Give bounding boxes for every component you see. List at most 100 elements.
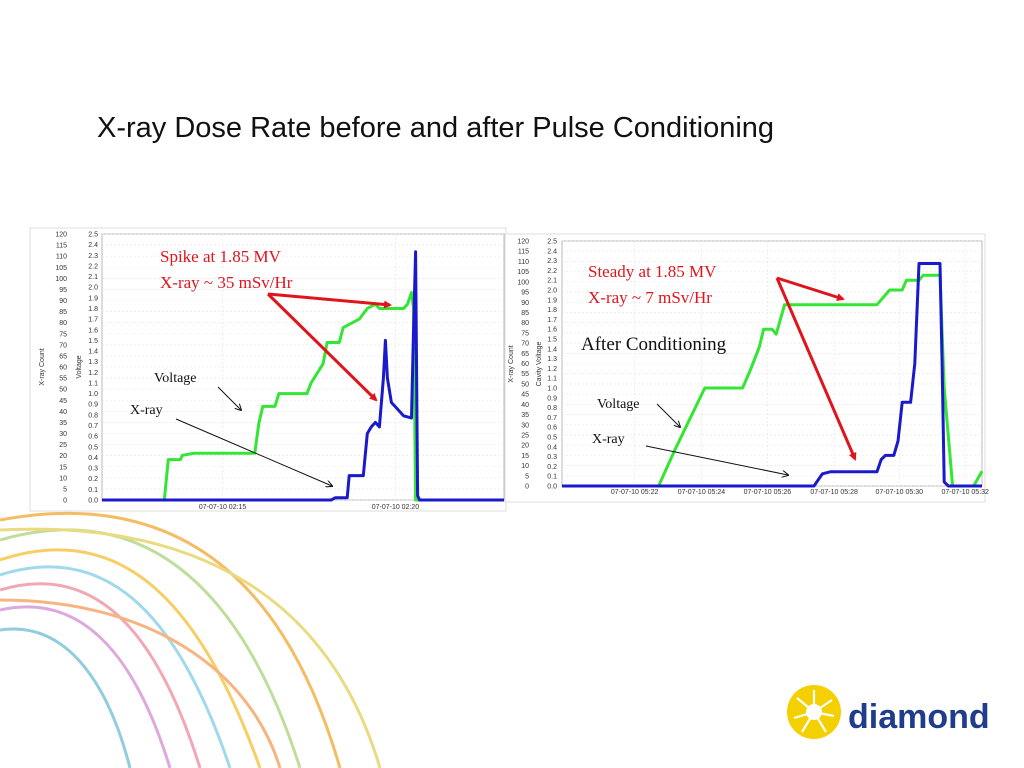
right-axis-ticks: 0.0 0.1 0.2 0.3 0.4 0.5 0.6 0.7 0.8 0.9 1.0 1.1 1.2 1… xyxy=(547,239,557,491)
voltage-pointer xyxy=(217,386,241,410)
swirl-line xyxy=(0,548,262,768)
y-right-tick-label: 0.5 xyxy=(547,435,557,442)
left-axis-ticks: 0 5 10 15 20 25 30 35 40 45 50 55 60 65 70 75 80 85 90 95 10… xyxy=(55,232,67,505)
y-right-tick-label: 0.7 xyxy=(88,423,98,430)
y-left-tick-label: 50 xyxy=(59,387,67,394)
xray-pointer xyxy=(645,445,788,475)
y-right-tick-label: 0.8 xyxy=(547,405,557,412)
y-left-tick-label: 0 xyxy=(63,498,67,505)
y-left-tick-label: 75 xyxy=(59,331,67,338)
swirl-line xyxy=(0,627,132,768)
y-left-tick-label: 55 xyxy=(521,371,529,378)
y-right-tick-label: 2.3 xyxy=(547,258,557,265)
y-right-tick-label: 1.4 xyxy=(547,346,557,353)
series-line-x-ray xyxy=(102,250,504,502)
y-right-tick-label: 1.2 xyxy=(547,366,557,373)
y-left-tick-label: 30 xyxy=(521,422,529,429)
y-right-tick-label: 1.0 xyxy=(547,386,557,393)
y-right-tick-label: 0.7 xyxy=(547,415,557,422)
y-right-tick-label: 0.3 xyxy=(547,454,557,461)
y-left-tick-label: 0 xyxy=(525,484,529,491)
x-tick-label: 07-07-10 05:24 xyxy=(678,489,726,496)
y-right-tick-label: 0.3 xyxy=(88,466,98,473)
swirl-line xyxy=(0,527,382,768)
gridlines xyxy=(102,233,504,501)
red-arrow-to-voltage xyxy=(267,292,392,309)
y-right-tick-label: 0.2 xyxy=(547,464,557,471)
y-right-tick-label: 0.5 xyxy=(88,444,98,451)
logo-wordmark: diamond xyxy=(848,698,990,736)
y-right-tick-label: 0.4 xyxy=(547,444,557,451)
y-right-tick-label: 0.8 xyxy=(88,412,98,419)
y-left-tick-label: 35 xyxy=(59,420,67,427)
annotations-before: Spike at 1.85 MV X-ray ~ 35 mSv/Hr Volta… xyxy=(130,247,392,486)
y-left-tick-label: 105 xyxy=(517,269,529,276)
left-axis-ticks: 0 5 10 15 20 25 30 35 40 45 50 55 60 65 70 75 80 85 90 95 10… xyxy=(517,239,529,491)
y-left-tick-label: 25 xyxy=(521,432,529,439)
y-right-label: Voltage xyxy=(76,355,83,378)
annotation-steady-label: Steady at 1.85 MV xyxy=(588,262,717,281)
y-right-tick-label: 1.1 xyxy=(88,380,98,387)
x-tick-label: 07-07-10 05:32 xyxy=(941,489,989,496)
y-right-tick-label: 2.4 xyxy=(88,242,98,249)
y-right-tick-label: 1.5 xyxy=(547,337,557,344)
y-left-tick-label: 70 xyxy=(521,341,529,348)
y-right-tick-label: 0.4 xyxy=(88,455,98,462)
series-line-voltage xyxy=(102,291,504,502)
y-right-tick-label: 2.1 xyxy=(547,278,557,285)
x-tick-label: 07-07-10 05:28 xyxy=(810,489,858,496)
y-left-tick-label: 100 xyxy=(55,276,67,283)
y-right-tick-label: 0.2 xyxy=(88,476,98,483)
x-tick-label: 07-07-10 05:30 xyxy=(876,489,924,496)
y-left-tick-label: 5 xyxy=(63,486,67,493)
y-left-tick-label: 80 xyxy=(59,320,67,327)
y-left-tick-label: 55 xyxy=(59,376,67,383)
y-right-tick-label: 2.0 xyxy=(88,285,98,292)
series-line-x-ray xyxy=(562,262,982,488)
x-tick-label: 07-07-10 05:26 xyxy=(744,489,792,496)
y-left-tick-label: 45 xyxy=(59,398,67,405)
y-right-tick-label: 1.9 xyxy=(547,297,557,304)
y-right-tick-label: 0.6 xyxy=(88,434,98,441)
x-tick-label: 07-07-10 05:22 xyxy=(611,489,659,496)
y-left-tick-label: 15 xyxy=(521,453,529,460)
y-left-tick-label: 10 xyxy=(521,463,529,470)
y-left-tick-label: 60 xyxy=(59,365,67,372)
slide-title: X-ray Dose Rate before and after Pulse C… xyxy=(97,112,775,144)
y-right-tick-label: 1.6 xyxy=(547,327,557,334)
y-left-tick-label: 45 xyxy=(521,392,529,399)
y-left-tick-label: 25 xyxy=(59,442,67,449)
y-right-tick-label: 2.0 xyxy=(547,288,557,295)
y-right-tick-label: 0.1 xyxy=(547,474,557,481)
y-left-tick-label: 90 xyxy=(521,300,529,307)
x-axis-ticks: 07-07-10 02:15 07-07-10 02:20 xyxy=(199,504,419,511)
red-arrow-to-xray xyxy=(266,292,378,402)
chart-after-conditioning: 0 5 10 15 20 25 30 35 40 45 50 55 60 65 70 75 80 85 90 95 10… xyxy=(504,233,989,503)
y-left-tick-label: 95 xyxy=(59,287,67,294)
y-right-tick-label: 0.1 xyxy=(88,487,98,494)
y-right-tick-label: 1.8 xyxy=(88,306,98,313)
y-left-tick-label: 115 xyxy=(56,243,67,250)
y-left-tick-label: 40 xyxy=(59,409,67,416)
annotation-dose-label: X-ray ~ 7 mSv/Hr xyxy=(588,288,712,307)
x-tick-label: 07-07-10 02:15 xyxy=(199,504,247,511)
red-arrow-to-xray xyxy=(775,277,857,461)
chart-before-conditioning: 0 5 10 15 20 25 30 35 40 45 50 55 60 65 70 75 80 85 90 95 10… xyxy=(29,227,507,512)
x-tick-label: 07-07-10 02:20 xyxy=(372,504,420,511)
swirl-line xyxy=(0,598,282,768)
y-right-tick-label: 1.7 xyxy=(547,317,557,324)
swirl-line xyxy=(0,565,232,768)
y-left-tick-label: 30 xyxy=(59,431,67,438)
y-right-tick-label: 0.0 xyxy=(547,484,557,491)
y-right-tick-label: 1.2 xyxy=(88,370,98,377)
y-right-tick-label: 0.9 xyxy=(547,395,557,402)
y-left-tick-label: 100 xyxy=(517,279,529,286)
y-right-tick-label: 2.1 xyxy=(88,274,98,281)
sunburst-icon xyxy=(787,685,841,739)
y-left-tick-label: 85 xyxy=(521,310,529,317)
y-left-tick-label: 115 xyxy=(518,249,529,256)
gridlines xyxy=(562,240,982,487)
y-left-tick-label: 60 xyxy=(521,361,529,368)
y-left-tick-label: 65 xyxy=(59,353,67,360)
